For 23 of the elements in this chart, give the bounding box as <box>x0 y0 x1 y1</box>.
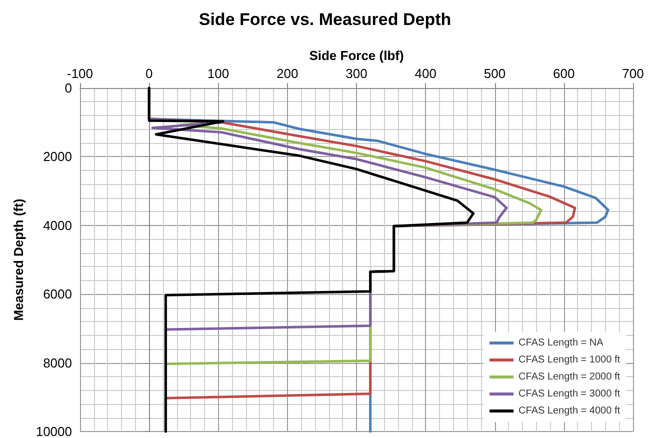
y-axis-title: Measured Depth (ft) <box>10 198 26 321</box>
x-tick-label: 100 <box>207 66 230 81</box>
x-tick-label: 400 <box>414 66 436 81</box>
y-tick-label: 8000 <box>43 355 72 370</box>
y-tick-label: 0 <box>64 80 72 96</box>
x-tick-label: 600 <box>553 66 575 81</box>
y-tick-label: 10000 <box>36 424 72 438</box>
y-tick-label: 4000 <box>43 218 72 233</box>
legend-label: CFAS Length = 2000 ft <box>518 372 620 382</box>
legend-label: CFAS Length = 4000 ft <box>518 406 620 416</box>
legend-label: CFAS Length = 1000 ft <box>518 354 620 366</box>
x-axis-title: Side Force (lbf) <box>309 48 404 64</box>
x-tick-label: 700 <box>622 66 644 81</box>
x-tick-label: 0 <box>146 66 153 81</box>
y-tick-label: 6000 <box>43 286 72 302</box>
x-tick-label: 200 <box>276 66 298 81</box>
legend-label: CFAS Length = 3000 ft <box>518 388 620 400</box>
legend-label: CFAS Length = NA <box>518 338 604 348</box>
y-tick-label: 2000 <box>43 149 72 164</box>
x-tick-label: -100 <box>66 66 94 81</box>
x-tick-label: 300 <box>346 66 368 81</box>
chart-title: Side Force vs. Measured Depth <box>198 10 452 29</box>
x-tick-label: 500 <box>484 66 506 81</box>
